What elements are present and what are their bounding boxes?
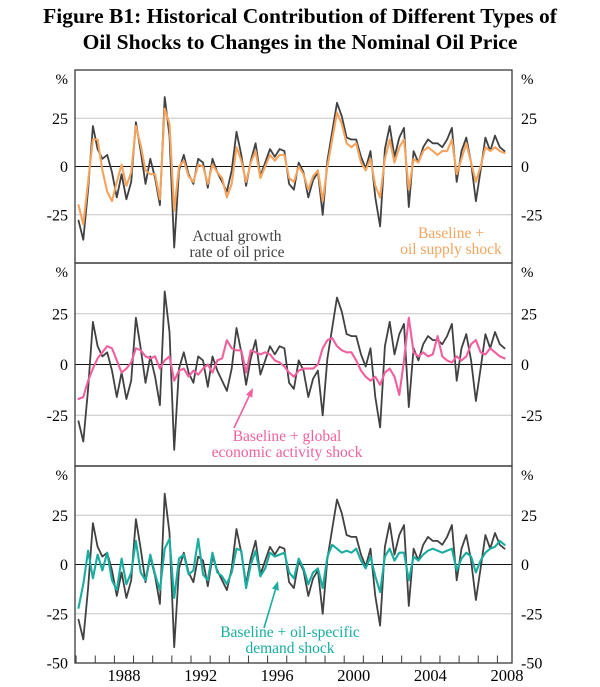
x-tick-label: 1996 <box>261 666 294 685</box>
x-tick-label: 2004 <box>414 666 447 685</box>
y-tick-label-right: -25 <box>521 207 542 224</box>
series-actual-line <box>77 96 506 249</box>
y-axis-unit-left: % <box>56 72 69 88</box>
y-tick-label-right: 25 <box>521 111 537 128</box>
y-axis-unit-right: % <box>521 265 534 281</box>
y-axis-unit-right: % <box>521 468 534 484</box>
x-tick-label: 2000 <box>337 666 370 685</box>
y-axis-unit-left: % <box>56 468 69 484</box>
figure-title-line-2: Oil Shocks to Changes in the Nominal Oil… <box>82 30 518 54</box>
series-label: Baseline + <box>418 225 484 242</box>
y-tick-label-right: -25 <box>521 408 542 425</box>
y-tick-label-right: 0 <box>521 557 529 574</box>
series-label: Actual growth <box>192 228 281 245</box>
y-tick-label-right: 0 <box>521 357 529 374</box>
y-axis-unit-left: % <box>56 265 69 281</box>
series-label: Baseline + global <box>233 428 342 445</box>
y-tick-label-left: -25 <box>47 606 68 623</box>
annotation-arrow-shaft <box>263 589 277 629</box>
series-label: oil supply shock <box>400 241 502 258</box>
series-shock-line <box>77 537 506 609</box>
series-shock-line <box>77 107 506 226</box>
y-tick-label-right: -50 <box>521 656 542 673</box>
y-tick-label-left: -50 <box>47 656 68 673</box>
y-tick-label-left: 25 <box>52 306 68 323</box>
annotation-arrow-shaft <box>233 395 250 429</box>
figure-title-line-1: Figure B1: Historical Contribution of Di… <box>43 4 557 28</box>
series-label: economic activity shock <box>212 444 363 461</box>
figure-title: Figure B1: Historical Contribution of Di… <box>0 3 600 55</box>
x-tick-label: 1988 <box>107 666 140 685</box>
y-tick-label-left: 0 <box>60 159 68 176</box>
y-tick-label-right: 0 <box>521 159 529 176</box>
y-tick-label-right: 25 <box>521 306 537 323</box>
series-label: demand shock <box>245 640 334 657</box>
annotation-arrow-head <box>245 388 253 398</box>
series-actual-line <box>77 290 506 451</box>
annotation-arrow-head <box>272 581 279 591</box>
y-tick-label-left: 0 <box>60 557 68 574</box>
y-tick-label-right: 25 <box>521 508 537 525</box>
y-tick-label-left: -25 <box>47 207 68 224</box>
y-tick-label-left: 0 <box>60 357 68 374</box>
series-shock-line <box>77 316 506 401</box>
y-tick-label-right: -25 <box>521 606 542 623</box>
y-tick-label-left: 25 <box>52 111 68 128</box>
series-label: rate of oil price <box>189 244 284 261</box>
x-tick-label: 2008 <box>490 666 523 685</box>
y-tick-label-left: -25 <box>47 408 68 425</box>
series-label: Baseline + oil-specific <box>220 624 360 641</box>
y-axis-unit-right: % <box>521 72 534 88</box>
y-tick-label-left: 25 <box>52 508 68 525</box>
x-tick-label: 1992 <box>184 666 217 685</box>
panel-frame <box>74 465 513 664</box>
